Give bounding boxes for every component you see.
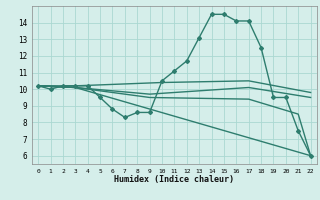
X-axis label: Humidex (Indice chaleur): Humidex (Indice chaleur) — [115, 175, 234, 184]
